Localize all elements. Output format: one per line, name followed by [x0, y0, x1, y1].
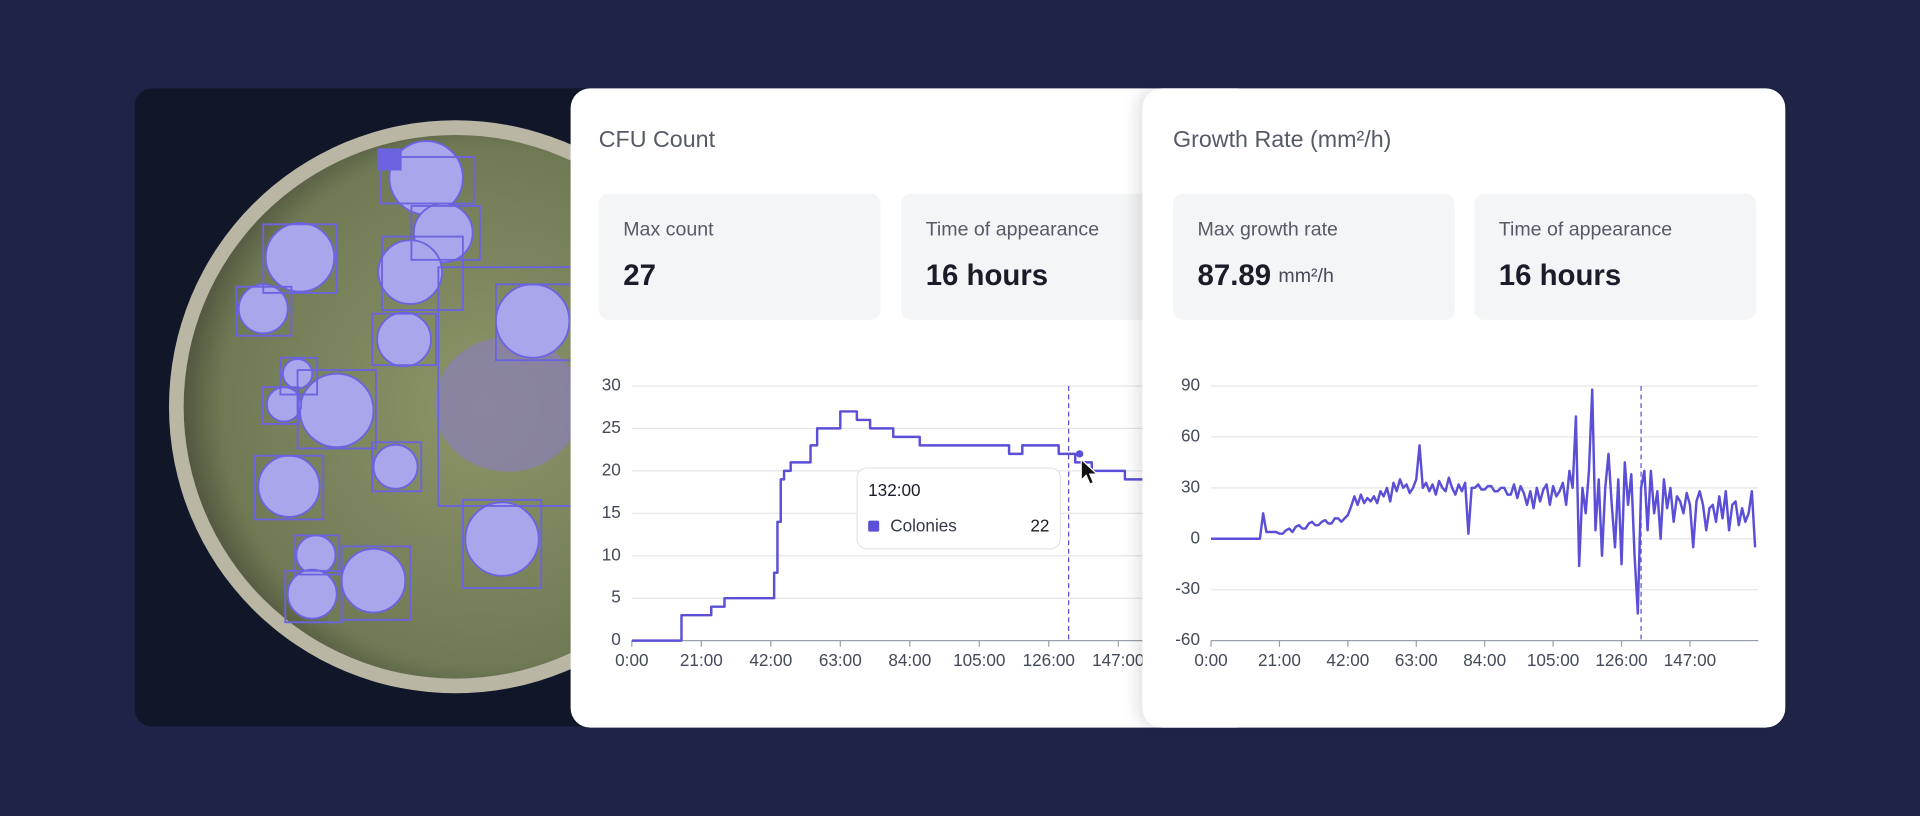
stat-number: 27 [623, 259, 656, 292]
x-tick-label: 126:00 [1595, 650, 1647, 670]
x-tick-label: 126:00 [1023, 650, 1075, 670]
stat-label: Max growth rate [1198, 219, 1338, 241]
x-tick-label: 63:00 [1395, 650, 1438, 670]
chart: 0 5 10 15 20 25 30 0:00 21:00 42:00 63:00 84:00 105:… [602, 374, 1188, 670]
panel-title: CFU Count [599, 126, 716, 152]
stat-number: 16 hours [926, 259, 1048, 292]
y-tick-label: 30 [1181, 476, 1200, 496]
panel-title: Growth Rate (mm²/h) [1173, 126, 1391, 152]
y-tick-label: 0 [1190, 527, 1200, 547]
stat-box [901, 193, 1183, 320]
cfu-card: CFU Count Max count 27 Time of appearance 16… [570, 88, 1257, 728]
x-tick-label: 0:00 [1194, 650, 1227, 670]
stat-value: 16 hours [1499, 259, 1621, 292]
y-tick-label: 25 [602, 417, 621, 437]
stat-value: 27 [623, 259, 656, 292]
x-tick-label: 84:00 [888, 650, 931, 670]
stat-box [1474, 193, 1756, 320]
y-tick-label: 0 [611, 629, 621, 649]
tooltip-label: 132:00 [868, 480, 920, 500]
card [1142, 88, 1786, 728]
tooltip-value: 22 [1030, 515, 1049, 535]
y-tick-label: 20 [602, 459, 621, 479]
x-tick-label: 147:00 [1092, 650, 1144, 670]
y-tick-label: 30 [602, 374, 621, 394]
x-tick-label: 84:00 [1463, 650, 1506, 670]
y-tick-label: 15 [602, 502, 621, 522]
series-line [631, 410, 1188, 642]
x-tick-label: 42:00 [749, 650, 792, 670]
stat-label: Time of appearance [1499, 219, 1673, 241]
y-tick-label: 60 [1181, 425, 1200, 445]
y-tick-label: -60 [1175, 629, 1200, 649]
y-tick-label: 90 [1181, 374, 1200, 394]
stat-label: Max count [623, 219, 714, 241]
stat-number: 87.89 [1198, 259, 1272, 292]
chart: -60 -30 0 30 60 90 0:00 21:00 42:00 63:00 84:00 105… [1175, 374, 1759, 670]
stat-value: 16 hours [926, 259, 1048, 292]
colony-blob [434, 336, 582, 472]
x-tick-label: 105:00 [1527, 650, 1579, 670]
x-tick-label: 21:00 [680, 650, 723, 670]
tooltip-swatch [868, 520, 880, 532]
x-tick-label: 21:00 [1258, 650, 1301, 670]
x-tick-label: 147:00 [1664, 650, 1716, 670]
y-tick-label: 5 [611, 587, 621, 607]
y-tick-label: -30 [1175, 578, 1200, 598]
series-line [1211, 388, 1757, 615]
cursor-dot [1075, 450, 1084, 458]
stat-box [1173, 193, 1455, 320]
stat-box [598, 193, 881, 320]
y-tick-label: 10 [602, 544, 621, 564]
stat-value: 87.89 mm²/h [1198, 259, 1334, 292]
tooltip [856, 467, 1062, 550]
mouse-cursor [1080, 458, 1099, 485]
stat-label: Time of appearance [926, 219, 1100, 241]
stat-unit: mm²/h [1278, 265, 1333, 287]
x-tick-label: 63:00 [819, 650, 862, 670]
x-tick-label: 42:00 [1326, 650, 1369, 670]
tooltip-series: Colonies [890, 515, 957, 535]
x-tick-label: 105:00 [953, 650, 1005, 670]
growth-card: Growth Rate (mm²/h) Max growth rate 87.89 m… [1142, 88, 1786, 728]
stat-number: 16 hours [1499, 259, 1621, 292]
detection-marker [377, 148, 402, 171]
x-tick-label: 0:00 [615, 650, 648, 670]
